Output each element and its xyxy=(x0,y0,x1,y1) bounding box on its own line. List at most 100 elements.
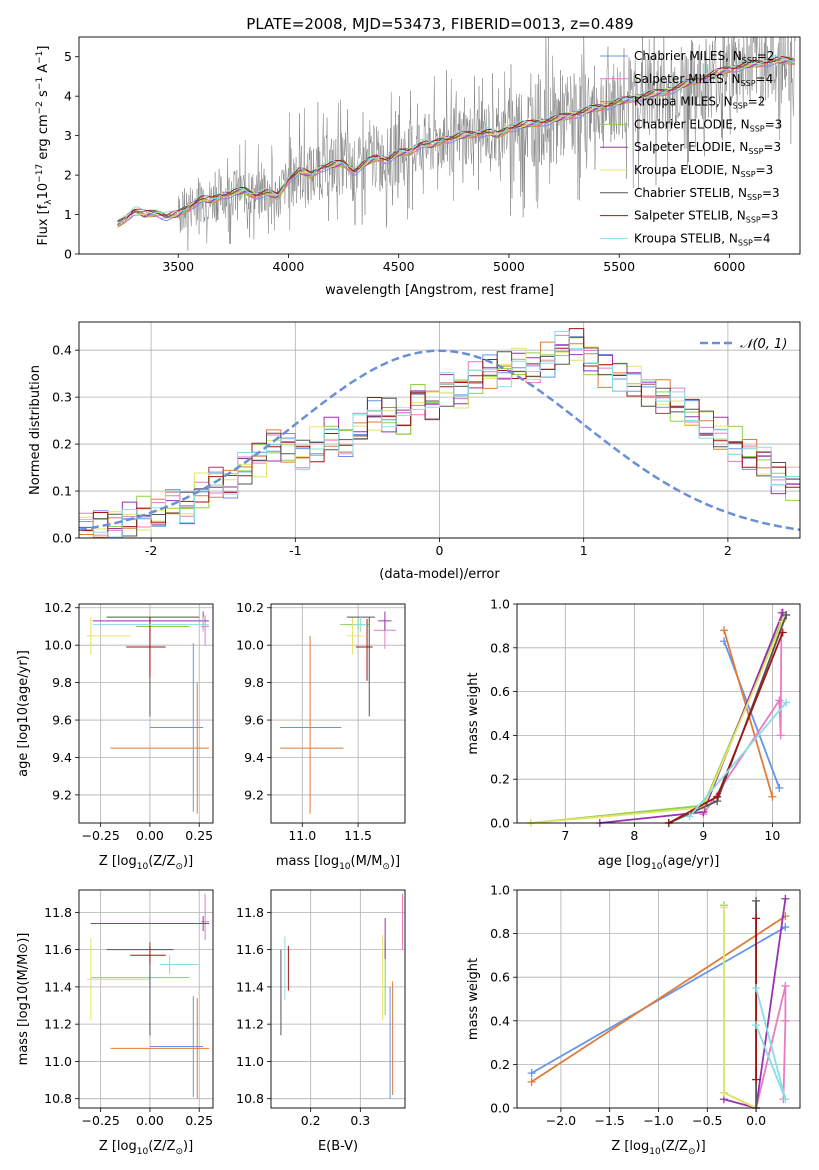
age-vs-mass-axes: 11.0 11.5 9.2 9.4 9.6 9.8 10.0 10.2 mass [log10(… xyxy=(236,600,406,872)
x-tick-label: 10 xyxy=(764,828,780,843)
mass-weight-line xyxy=(530,621,784,824)
y-tick-label: 5 xyxy=(64,49,72,64)
errorbar-point xyxy=(201,893,210,941)
y-tick-label: 1 xyxy=(64,207,72,222)
mass-vs-z-plot-area xyxy=(86,893,210,1099)
y-axis-label: mass [log10(M/M⊙)] xyxy=(16,933,31,1066)
axes-frame xyxy=(78,36,801,255)
gaussian-curve xyxy=(79,349,800,532)
y-tick-label: 11.2 xyxy=(44,1017,72,1032)
plus-marker xyxy=(752,1021,761,1030)
mass-weight-line xyxy=(531,926,786,1074)
x-axis-label: mass [log10(M/M⊙)] xyxy=(276,854,400,872)
plus-marker xyxy=(775,783,784,792)
y-tick-label: 11.8 xyxy=(236,905,264,920)
mass-vs-z-axes: −0.25 0.00 0.25 10.8 11.0 11.2 11.4 11.6 11.8 Z [… xyxy=(16,889,214,1157)
y-tick-label: 0.0 xyxy=(490,1101,510,1116)
mass-vs-ebv-axes: 0.2 0.3 10.8 11.0 11.2 11.4 11.6 11.8 E(B-V) xyxy=(236,889,406,1154)
y-tick-label: 0.2 xyxy=(52,437,72,452)
y-tick-label: 11.4 xyxy=(44,979,72,994)
y-tick-label: 9.6 xyxy=(244,713,264,728)
mass-vs-ebv-plot-area xyxy=(280,893,404,1099)
residual-histogram-axes: -2 -1 0 1 2 0.0 0.1 0.2 0.3 0.4 (data-model)/error… xyxy=(28,321,801,582)
x-tick-label: 5500 xyxy=(603,259,635,274)
y-tick-label: 0.2 xyxy=(490,1057,510,1072)
legend-entry: Chabrier STELIB, NSSP=3 xyxy=(634,186,780,202)
mass-weight-line xyxy=(723,905,757,1109)
axes-frame xyxy=(270,603,406,824)
x-tick-label: 2 xyxy=(724,543,732,558)
errorbar-point xyxy=(86,617,131,655)
legend-entry: 𝒩(0, 1) xyxy=(740,337,787,352)
x-tick-label: 9 xyxy=(699,828,707,843)
plus-marker xyxy=(781,894,790,903)
age-vs-z-axes: −0.25 0.00 0.25 9.2 9.4 9.6 9.8 10.0 10.2 Z [log1… xyxy=(16,600,214,872)
x-tick-label: 11.5 xyxy=(344,828,372,843)
plus-marker xyxy=(776,731,785,740)
observed-spectrum-line xyxy=(117,37,796,251)
x-tick-label: −0.5 xyxy=(692,1113,722,1128)
plus-marker xyxy=(719,903,728,912)
errorbar-point xyxy=(355,618,373,681)
y-axis-label: mass weight xyxy=(466,672,481,754)
errorbar-point xyxy=(106,616,200,717)
plus-marker xyxy=(778,628,787,637)
plus-marker xyxy=(720,626,729,635)
age-vs-z-plot-area xyxy=(86,611,210,814)
spectrum-legend: Chabrier MILES, NSSP=2 Salpeter MILES, NS… xyxy=(600,49,782,247)
errorbar-point xyxy=(279,635,344,814)
axes-frame xyxy=(78,603,214,824)
x-tick-label: 8 xyxy=(630,828,638,843)
y-tick-label: 0.4 xyxy=(52,343,72,358)
y-tick-label: 0.6 xyxy=(490,970,510,985)
x-tick-label: 4500 xyxy=(383,259,415,274)
legend-entry: Salpeter ELODIE, NSSP=3 xyxy=(634,140,781,156)
x-tick-label: 0.25 xyxy=(185,828,213,843)
errorbar-point xyxy=(86,938,150,1021)
plus-marker xyxy=(782,698,791,707)
x-tick-label: 0.00 xyxy=(136,1113,164,1128)
errorbar-point xyxy=(92,611,210,631)
x-tick-label: 0.3 xyxy=(350,1113,370,1128)
legend-entry: Kroupa ELODIE, NSSP=3 xyxy=(634,163,773,179)
model-spectrum-line xyxy=(117,56,796,223)
model-spectrum-line xyxy=(117,55,796,224)
age-vs-mass-plot-area xyxy=(279,611,397,814)
y-tick-label: 10.0 xyxy=(44,638,72,653)
x-tick-label: −0.25 xyxy=(82,1113,120,1128)
x-tick-label: −1.5 xyxy=(595,1113,625,1128)
y-tick-label: 9.8 xyxy=(52,675,72,690)
x-axis-label: Z [log10(Z/Z⊙)] xyxy=(611,1139,705,1157)
axes-frame xyxy=(78,889,214,1109)
x-tick-label: 7 xyxy=(561,828,569,843)
plus-marker xyxy=(781,923,790,932)
mass-weight-line xyxy=(723,640,781,789)
y-tick-label: 11.0 xyxy=(44,1054,72,1069)
y-tick-label: 1.0 xyxy=(490,597,510,612)
x-axis-label: wavelength [Angstrom, rest frame] xyxy=(325,283,554,298)
legend-entry: Salpeter MILES, NSSP=4 xyxy=(634,72,773,88)
plus-marker xyxy=(752,1075,761,1084)
plus-marker xyxy=(527,1069,536,1078)
errorbar-point xyxy=(110,682,210,814)
legend-entry: Chabrier MILES, NSSP=2 xyxy=(634,49,774,65)
x-tick-label: -1 xyxy=(289,543,301,558)
y-tick-label: 10.0 xyxy=(236,638,264,653)
y-tick-label: 0.3 xyxy=(52,390,72,405)
x-tick-label: 6000 xyxy=(714,259,746,274)
plus-marker xyxy=(752,914,761,923)
x-axis-label: Z [log10(Z/Z⊙)] xyxy=(99,854,193,872)
x-tick-label: 11.0 xyxy=(288,828,316,843)
x-axis-label: Z [log10(Z/Z⊙)] xyxy=(99,1139,193,1157)
y-tick-label: 2 xyxy=(64,168,72,183)
mass-weight-vs-age-plot-area xyxy=(526,608,791,827)
y-tick-label: 0.0 xyxy=(52,531,72,546)
y-tick-label: 0.8 xyxy=(490,640,510,655)
mass-weight-line xyxy=(723,630,774,797)
y-tick-label: 11.0 xyxy=(236,1054,264,1069)
errorbar-point xyxy=(90,916,210,931)
errorbar-point xyxy=(126,617,166,677)
plus-marker xyxy=(781,1095,790,1104)
legend-entry: Kroupa MILES, NSSP=2 xyxy=(634,95,765,111)
y-tick-label: 0.2 xyxy=(490,772,510,787)
